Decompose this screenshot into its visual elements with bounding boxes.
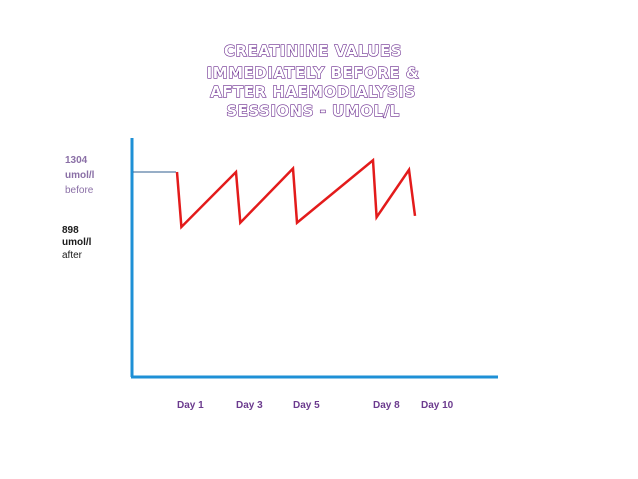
after-value-label: 898 xyxy=(62,225,79,236)
after-annotation: 898 umol/l after xyxy=(62,225,92,261)
chart-title-line-3: AFTER HAEMODIALYSIS xyxy=(210,83,416,101)
x-tick-label: Day 1 xyxy=(177,400,204,411)
x-tick-label: Day 8 xyxy=(373,400,400,411)
x-tick-label: Day 3 xyxy=(236,400,263,411)
chart-title-line-4: SESSIONS - UMOL/L xyxy=(226,102,399,120)
before-annotation: 1304 umol/l before xyxy=(65,155,95,196)
before-word-label: before xyxy=(65,185,94,196)
series-layer xyxy=(175,157,417,230)
chart-title-line-2: IMMEDIATELY BEFORE & xyxy=(207,64,420,82)
creatinine-series-line xyxy=(175,157,417,230)
before-value-label: 1304 xyxy=(65,155,88,166)
chart-title: CREATININE VALUES IMMEDIATELY BEFORE & A… xyxy=(206,41,420,120)
after-word-label: after xyxy=(62,250,83,261)
chart-title-line-1: CREATININE VALUES xyxy=(224,42,402,60)
x-tick-label: Day 10 xyxy=(421,400,454,411)
x-tick-label: Day 5 xyxy=(293,400,320,411)
after-unit-label: umol/l xyxy=(62,237,92,248)
x-tick-labels: Day 1 Day 3 Day 5 Day 8 Day 10 xyxy=(177,400,454,411)
before-unit-label: umol/l xyxy=(65,170,95,181)
